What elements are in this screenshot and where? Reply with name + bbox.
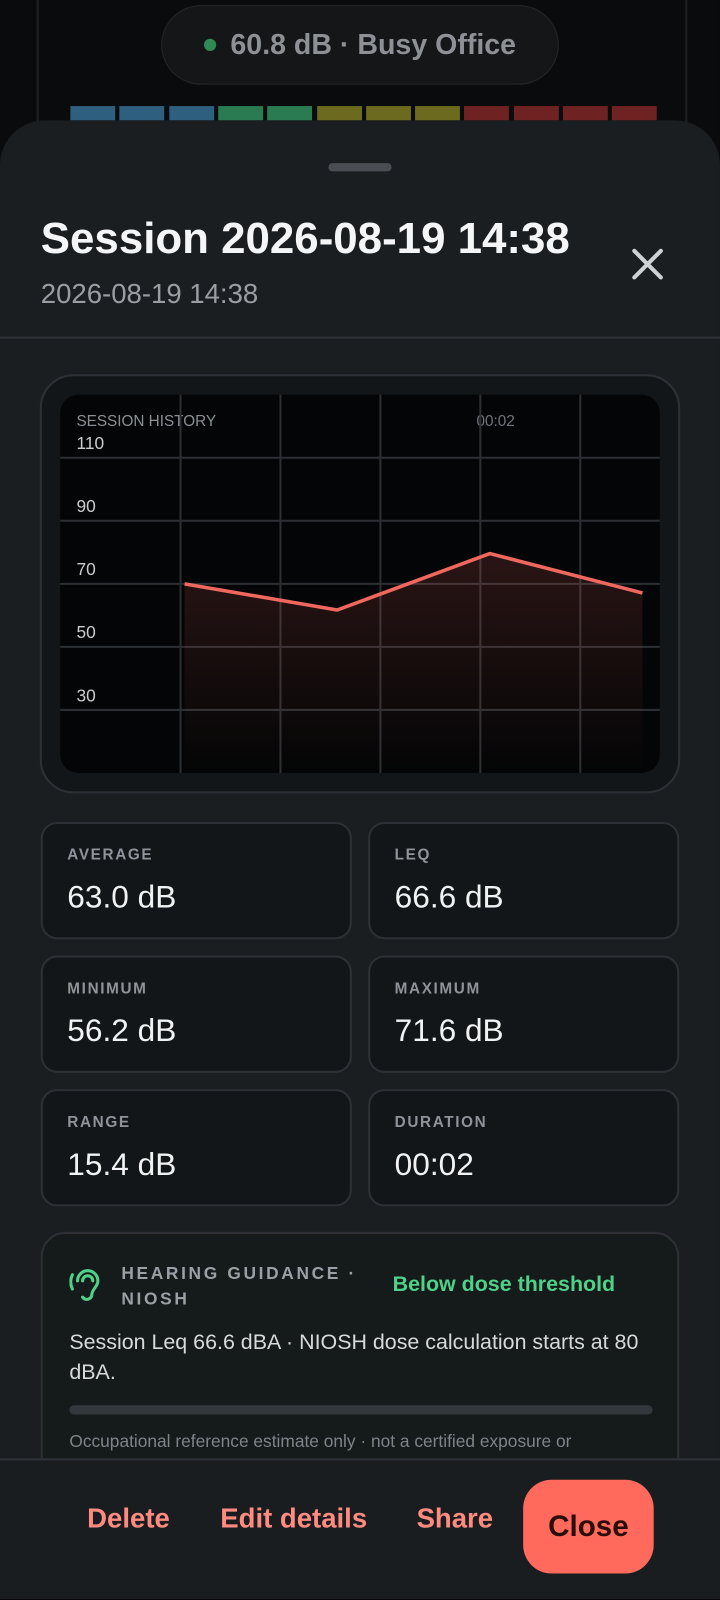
- meter-segment: [218, 106, 263, 121]
- stat-label: LEQ: [394, 846, 432, 864]
- guidance-title: HEARING GUIDANCE · NIOSH: [121, 1263, 357, 1309]
- stat-value: 15.4 dB: [67, 1146, 177, 1182]
- ear-icon-shape: [81, 1274, 95, 1283]
- meter-panel: [36, 0, 688, 133]
- stat-value: 00:02: [394, 1146, 474, 1182]
- ear-icon-shape: [75, 1269, 100, 1301]
- delete-button[interactable]: Delete: [87, 1503, 170, 1534]
- stat-value: 66.6 dB: [394, 879, 504, 915]
- close-button[interactable]: Close: [523, 1479, 654, 1574]
- meter-segment: [267, 106, 313, 121]
- guidance-text: Session Leq 66.6 dBA · NIOSH dose calcul…: [69, 1330, 639, 1384]
- ear-icon: [69, 1269, 100, 1301]
- chart-title: SESSION HISTORY: [76, 413, 216, 430]
- edit-button[interactable]: Edit details: [220, 1503, 368, 1534]
- status-dot: [203, 38, 217, 51]
- meter-segment: [513, 106, 559, 121]
- chart-annotation: 00:02: [476, 413, 514, 430]
- divider: [0, 336, 720, 339]
- close-icon[interactable]: [624, 241, 671, 288]
- status-text: 60.8 dB · Busy Office: [230, 28, 517, 61]
- chart: SESSION HISTORY 00:02 30 50 70 90 110: [39, 374, 681, 794]
- stat-value: 63.0 dB: [67, 879, 177, 915]
- meter-segment: [119, 106, 165, 121]
- meter-segment: [415, 106, 461, 121]
- line-series: [184, 551, 643, 612]
- stat-label: MAXIMUM: [394, 980, 481, 998]
- y-tick-label: 50: [76, 622, 95, 642]
- sheet-title: Session 2026-08-19 14:38: [40, 214, 570, 264]
- meter-segment: [562, 106, 608, 121]
- stat-label: DURATION: [394, 1113, 488, 1131]
- stat-value: 71.6 dB: [394, 1012, 504, 1049]
- meter-segment: [70, 106, 116, 121]
- meter-segment: [168, 106, 214, 121]
- share-button[interactable]: Share: [416, 1503, 494, 1534]
- sheet-subtitle: 2026-08-19 14:38: [40, 278, 259, 309]
- close-icon-shape: [632, 248, 663, 280]
- dose-bar: [69, 1405, 653, 1415]
- ear-icon-shape: [69, 1273, 74, 1291]
- stat-value: 56.2 dB: [67, 1012, 177, 1049]
- stat-card: MINIMUM 56.2 dB: [40, 955, 352, 1073]
- status-pill: 60.8 dB · Busy Office: [161, 5, 559, 85]
- y-tick-label: 110: [76, 433, 104, 453]
- line-area: [184, 553, 643, 774]
- guidance-note: Occupational reference estimate only · n…: [69, 1431, 572, 1452]
- y-tick-label: 90: [76, 496, 95, 516]
- meter-segment: [612, 106, 658, 121]
- stat-card: MAXIMUM 71.6 dB: [368, 955, 680, 1073]
- y-tick-label: 30: [76, 685, 95, 705]
- meter-segment: [365, 106, 411, 121]
- y-tick-label: 70: [76, 559, 95, 579]
- stat-label: MINIMUM: [67, 980, 148, 998]
- meter-segment: [464, 106, 510, 121]
- stat-label: RANGE: [67, 1113, 131, 1131]
- drag-handle[interactable]: [328, 163, 392, 172]
- guidance-status: Below dose threshold: [392, 1272, 616, 1297]
- stat-label: AVERAGE: [67, 846, 154, 864]
- stat-card: DURATION 00:02: [368, 1089, 680, 1207]
- stat-card: AVERAGE 63.0 dB: [40, 821, 352, 940]
- stat-card: LEQ 66.6 dB: [368, 821, 680, 940]
- meter-segment: [316, 106, 362, 121]
- stat-card: RANGE 15.4 dB: [40, 1089, 352, 1207]
